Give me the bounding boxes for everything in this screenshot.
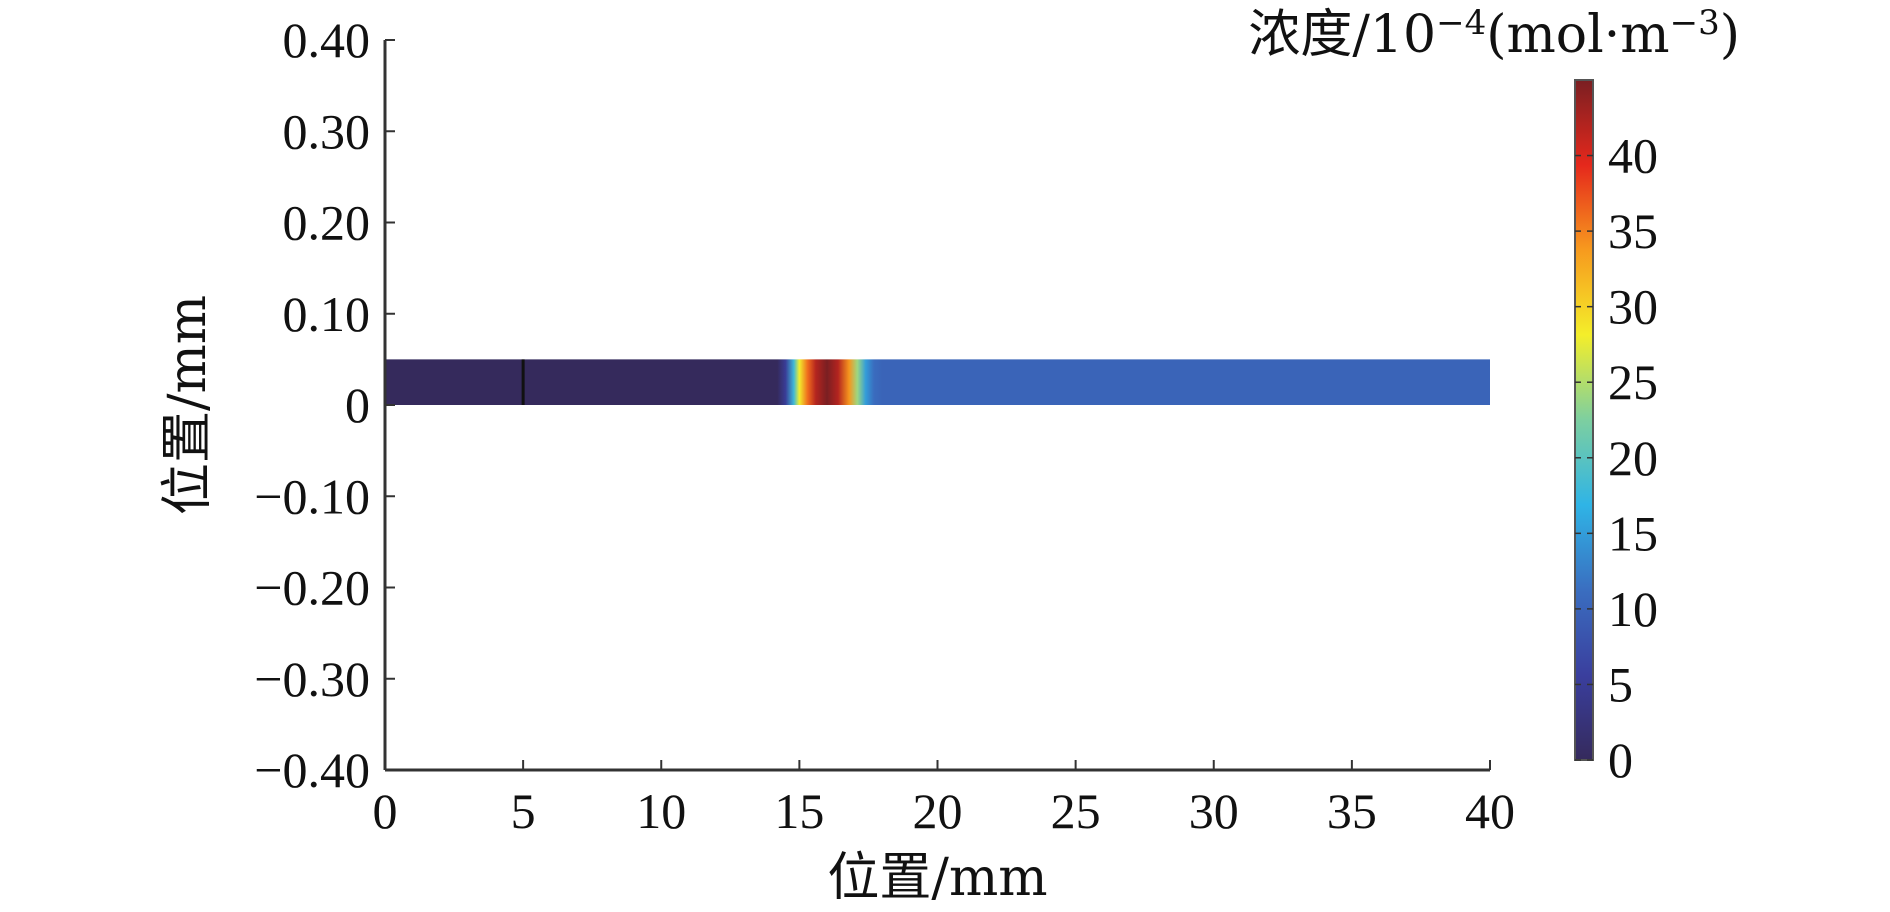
x-axis-title: 位置/mm	[827, 848, 1047, 908]
colorbar-tick-label: 25	[1608, 354, 1658, 410]
y-tick-label: 0.40	[283, 12, 371, 68]
colorbar-gradient-bar	[1574, 79, 1594, 761]
x-tick-label: 0	[373, 783, 398, 839]
colorbar-title-close: )	[1720, 5, 1740, 65]
x-tick-label: 40	[1465, 783, 1515, 839]
colorbar-tick-label: 0	[1608, 732, 1633, 788]
colorbar-title-unit: (mol·m	[1486, 5, 1669, 65]
x-tick-label: 25	[1051, 783, 1101, 839]
colorbar-title: 浓度/10−4(mol·m−3)	[1248, 3, 1740, 65]
colorbar-tick-label: 40	[1608, 128, 1658, 184]
x-tick-label: 30	[1189, 783, 1239, 839]
colorbar-tick-label: 35	[1608, 203, 1658, 259]
colorbar-title-unit-exp: −3	[1670, 3, 1720, 43]
colorbar: 浓度/10−4(mol·m−3) 0 5 10 15 20 25 30 35 40	[1248, 3, 1740, 788]
y-tick-label: −0.30	[254, 651, 370, 707]
y-tick-label: 0.30	[283, 103, 371, 159]
x-tick-label: 10	[636, 783, 686, 839]
y-axis-ticks: 0.40 0.30 0.20 0.10 0 −0.10 −0.20 −0.30 −0.40	[254, 12, 395, 798]
colorbar-tick-label: 10	[1608, 581, 1658, 637]
y-tick-label: 0.20	[283, 195, 371, 251]
plot-area: 0 5 10 15 20 25 30 35 40 0.40 0.30 0.20 0.10 0 −0.10 −…	[254, 12, 1515, 839]
y-tick-label: 0.10	[283, 286, 371, 342]
concentration-strip	[385, 359, 1490, 405]
x-tick-label: 15	[774, 783, 824, 839]
colorbar-tick-label: 30	[1608, 279, 1658, 335]
colorbar-tick-label: 5	[1608, 656, 1633, 712]
colorbar-ticks: 0 5 10 15 20 25 30 35 40	[1575, 128, 1658, 788]
colorbar-title-exp: −4	[1436, 3, 1486, 43]
colorbar-title-main: 浓度/10	[1248, 5, 1436, 65]
colorbar-tick-label: 15	[1608, 505, 1658, 561]
x-tick-label: 35	[1327, 783, 1377, 839]
y-tick-label: −0.10	[254, 468, 370, 524]
y-tick-label: 0	[345, 377, 370, 433]
y-tick-label: −0.20	[254, 560, 370, 616]
y-tick-label: −0.40	[254, 742, 370, 798]
colorbar-tick-label: 20	[1608, 430, 1658, 486]
x-tick-label: 5	[511, 783, 536, 839]
y-axis-title: 位置/mm	[158, 295, 218, 515]
x-axis-ticks: 0 5 10 15 20 25 30 35 40	[373, 760, 1515, 839]
x-tick-label: 20	[913, 783, 963, 839]
